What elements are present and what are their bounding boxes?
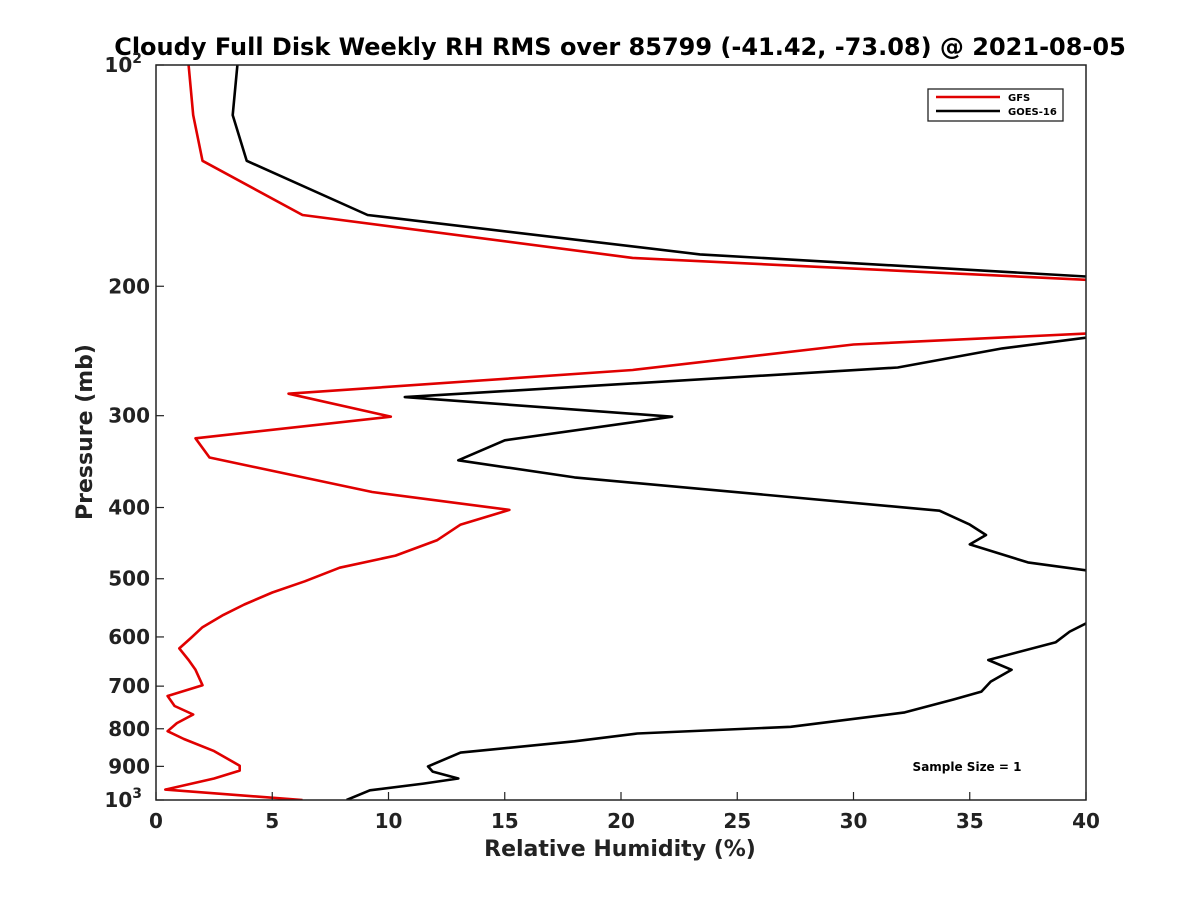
legend-entry-label: GFS xyxy=(1008,93,1030,104)
y-tick-label: 800 xyxy=(108,717,150,741)
x-axis-label: Relative Humidity (%) xyxy=(484,837,756,862)
x-tick-label: 0 xyxy=(149,809,163,833)
legend-entry-label: GOES-16 xyxy=(1008,107,1057,118)
x-tick-label: 35 xyxy=(956,809,984,833)
x-tick-label: 30 xyxy=(840,809,868,833)
plot-frame xyxy=(155,64,1087,801)
y-tick-label: 700 xyxy=(108,674,150,698)
legend: GFS GOES-16 xyxy=(927,88,1064,122)
y-axis-label: Pressure (mb) xyxy=(73,344,98,520)
x-tick-label: 15 xyxy=(491,809,519,833)
series-line-goes-16 xyxy=(231,65,1086,800)
series-line-gfs xyxy=(164,65,1086,800)
y-tick-label: 900 xyxy=(108,754,150,778)
chart-title: Cloudy Full Disk Weekly RH RMS over 8579… xyxy=(114,33,1126,61)
x-tick-label: 10 xyxy=(375,809,403,833)
plot-lines xyxy=(164,65,1086,800)
y-axis: 102 200 300 400 500 600 700 800 900 103 xyxy=(104,51,164,812)
x-tick-label: 25 xyxy=(723,809,751,833)
y-tick-label: 103 xyxy=(104,786,142,812)
sample-size-annotation: Sample Size = 1 xyxy=(913,760,1022,774)
y-tick-label: 102 xyxy=(104,51,142,77)
y-tick-label: 500 xyxy=(108,567,150,591)
y-tick-label: 300 xyxy=(108,404,150,428)
x-tick-label: 40 xyxy=(1072,809,1100,833)
x-tick-label: 5 xyxy=(265,809,279,833)
x-axis: 0 5 10 15 20 25 30 35 40 xyxy=(149,792,1100,833)
legend-box xyxy=(927,88,1064,122)
x-tick-label: 20 xyxy=(607,809,635,833)
y-tick-label: 600 xyxy=(108,625,150,649)
y-tick-label: 400 xyxy=(108,496,150,520)
y-tick-label: 200 xyxy=(108,274,150,298)
